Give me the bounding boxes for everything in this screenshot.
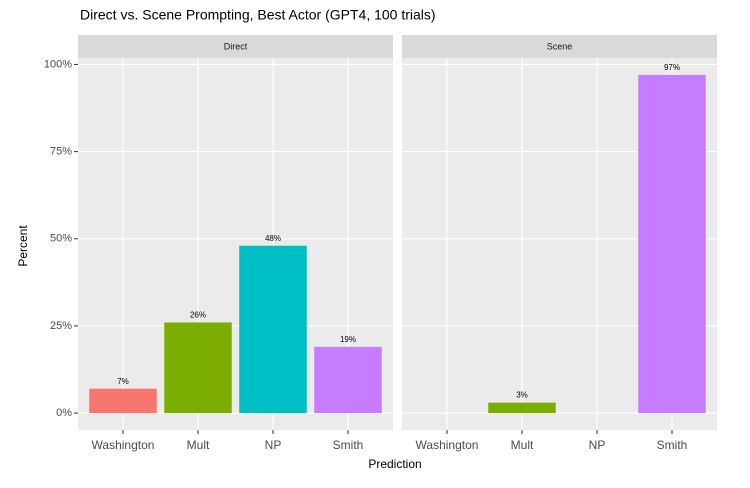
x-tick-label: Mult (511, 438, 534, 452)
value-label: 3% (516, 391, 528, 400)
value-label: 97% (664, 63, 680, 72)
x-tick-label: Washington (416, 438, 479, 452)
bar (488, 402, 556, 414)
x-tick-label: Smith (333, 438, 364, 452)
strip-label: Direct (224, 41, 248, 51)
value-label: 48% (265, 234, 281, 243)
strip-background (402, 35, 717, 58)
bar (89, 388, 157, 414)
value-label: 26% (190, 311, 206, 320)
x-tick-label: Smith (657, 438, 688, 452)
y-axis-label: Percent (16, 225, 30, 267)
x-axis-label: Prediction (368, 457, 421, 471)
value-label: 7% (117, 377, 129, 386)
strip-background (78, 35, 393, 58)
y-tick-label: 100% (44, 58, 72, 70)
bar (164, 322, 232, 414)
y-tick-label: 0% (56, 407, 72, 419)
x-tick-label: NP (265, 438, 282, 452)
x-tick-label: Washington (92, 438, 155, 452)
y-tick-label: 50% (50, 233, 72, 245)
strip-label: Scene (547, 41, 573, 51)
value-label: 19% (340, 335, 356, 344)
bar (239, 245, 307, 414)
bar (314, 346, 382, 414)
y-tick-label: 25% (50, 320, 72, 332)
x-tick-label: Mult (187, 438, 210, 452)
chart-title: Direct vs. Scene Prompting, Best Actor (… (80, 7, 436, 23)
y-tick-label: 75% (50, 146, 72, 158)
x-tick-label: NP (589, 438, 606, 452)
bar (638, 74, 706, 414)
